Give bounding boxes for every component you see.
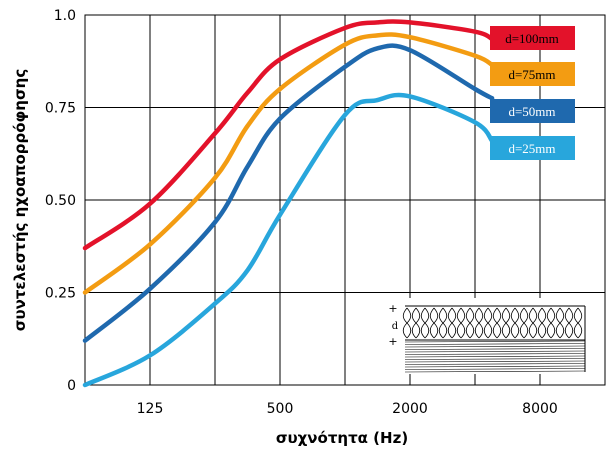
legend-label: d=75mm [508, 67, 555, 82]
legend-label: d=50mm [508, 104, 555, 119]
chart: συντελεστής ηχοαπορρόφησης συχνότητα (Hz… [0, 0, 609, 454]
x-tick-label: 2000 [392, 401, 428, 417]
x-tick-label: 8000 [522, 401, 558, 417]
inset-label: d [392, 321, 399, 332]
x-axis-label: συχνότητα (Hz) [276, 429, 408, 447]
x-tick-label: 500 [267, 401, 294, 417]
series-line [85, 34, 492, 292]
inset-diagram: + + d [386, 298, 586, 374]
x-tick-label: 125 [137, 401, 164, 417]
legend-label: d=25mm [508, 141, 555, 156]
y-tick-label: 1.0 [54, 8, 76, 24]
inset-tick: + [388, 335, 397, 348]
y-tick-label: 0 [67, 378, 76, 394]
inset-tick: + [388, 302, 397, 315]
y-tick-label: 0.25 [45, 286, 76, 302]
y-tick-label: 0.50 [45, 193, 76, 209]
series-line [85, 46, 492, 341]
y-axis-label: συντελεστής ηχοαπορρόφησης [11, 69, 29, 331]
series-line [85, 21, 492, 248]
legend-label: d=100mm [505, 31, 559, 46]
y-tick-label: 0.75 [45, 101, 76, 117]
